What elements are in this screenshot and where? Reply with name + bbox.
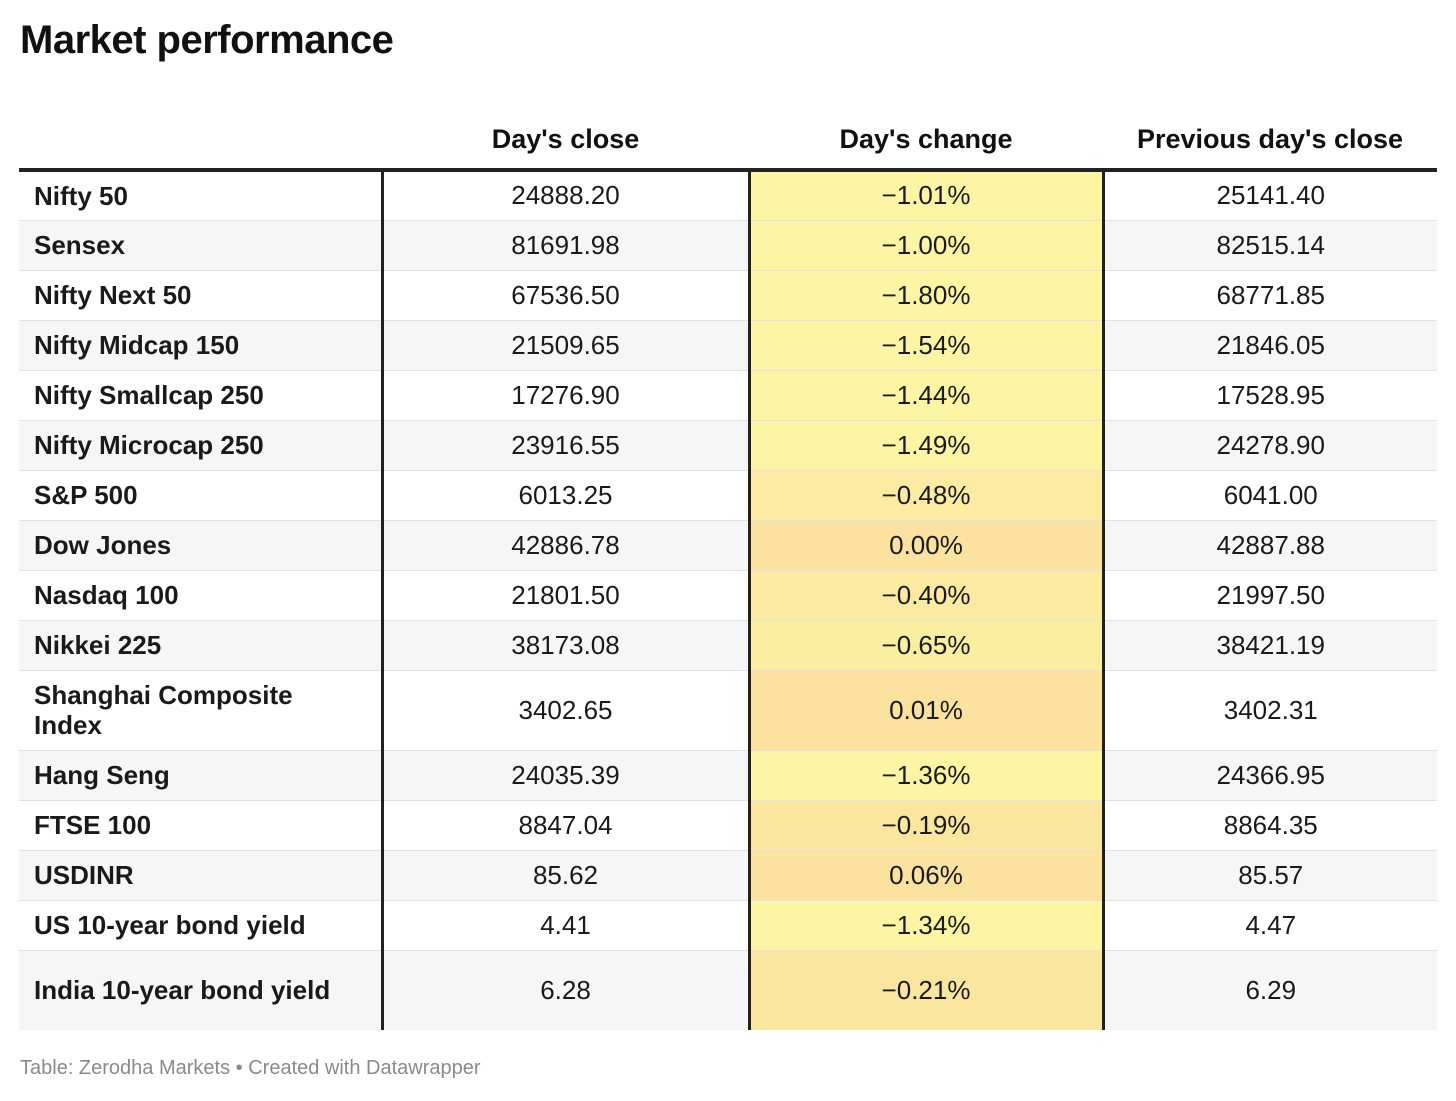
previous-close-cell: 38421.19	[1103, 620, 1437, 671]
table-row: India 10-year bond yield 6.28 −0.21% 6.29	[19, 950, 1437, 1030]
days-change-cell: −0.48%	[749, 470, 1105, 521]
days-close-cell: 3402.65	[382, 670, 751, 751]
previous-close-cell: 82515.14	[1103, 220, 1437, 271]
days-change-cell: −1.49%	[749, 420, 1105, 471]
row-name-cell: Dow Jones	[19, 520, 384, 571]
previous-close-cell: 21997.50	[1103, 570, 1437, 621]
days-close-cell: 21801.50	[382, 570, 751, 621]
table-row: Nifty 50 24888.20 −1.01% 25141.40	[19, 170, 1437, 221]
previous-close-cell: 68771.85	[1103, 270, 1437, 321]
row-name-cell: Nikkei 225	[19, 620, 384, 671]
row-name-cell: Nifty 50	[19, 170, 384, 221]
table-row: Sensex 81691.98 −1.00% 82515.14	[19, 220, 1437, 271]
row-name-cell: Sensex	[19, 220, 384, 271]
days-change-cell: −1.36%	[749, 750, 1105, 801]
previous-close-cell: 25141.40	[1103, 170, 1437, 221]
table-row: Nifty Smallcap 250 17276.90 −1.44% 17528.95	[19, 370, 1437, 421]
row-name-cell: FTSE 100	[19, 800, 384, 851]
days-close-cell: 42886.78	[382, 520, 751, 571]
days-change-cell: −1.34%	[749, 900, 1105, 951]
table-row: USDINR 85.62 0.06% 85.57	[19, 850, 1437, 901]
days-close-cell: 81691.98	[382, 220, 751, 271]
column-header-name	[19, 110, 382, 172]
days-change-cell: −1.44%	[749, 370, 1105, 421]
table-row: Nifty Microcap 250 23916.55 −1.49% 24278.90	[19, 420, 1437, 471]
previous-close-cell: 85.57	[1103, 850, 1437, 901]
previous-close-cell: 21846.05	[1103, 320, 1437, 371]
row-name-cell: S&P 500	[19, 470, 384, 521]
days-change-cell: −0.65%	[749, 620, 1105, 671]
source-footer: Table: Zerodha Markets • Created with Da…	[20, 1057, 481, 1079]
days-close-cell: 8847.04	[382, 800, 751, 851]
row-name-cell: USDINR	[19, 850, 384, 901]
header-row: Day's close Day's change Previous day's …	[19, 110, 1437, 172]
days-close-cell: 6.28	[382, 950, 751, 1030]
row-name-cell: Nifty Next 50	[19, 270, 384, 321]
previous-close-cell: 24278.90	[1103, 420, 1437, 471]
days-close-cell: 24035.39	[382, 750, 751, 801]
row-name-cell: Shanghai Composite Index	[19, 670, 384, 751]
days-change-cell: 0.06%	[749, 850, 1105, 901]
days-close-cell: 21509.65	[382, 320, 751, 371]
days-close-cell: 67536.50	[382, 270, 751, 321]
row-name-cell: India 10-year bond yield	[19, 950, 384, 1030]
previous-close-cell: 4.47	[1103, 900, 1437, 951]
row-name-cell: Nifty Midcap 150	[19, 320, 384, 371]
market-performance-table: Day's close Day's change Previous day's …	[19, 110, 1437, 1030]
row-name-cell: Hang Seng	[19, 750, 384, 801]
table-row: US 10-year bond yield 4.41 −1.34% 4.47	[19, 900, 1437, 951]
table-row: FTSE 100 8847.04 −0.19% 8864.35	[19, 800, 1437, 851]
table-row: Nikkei 225 38173.08 −0.65% 38421.19	[19, 620, 1437, 671]
days-close-cell: 23916.55	[382, 420, 751, 471]
days-close-cell: 17276.90	[382, 370, 751, 421]
days-change-cell: 0.00%	[749, 520, 1105, 571]
row-name-cell: Nifty Microcap 250	[19, 420, 384, 471]
table-row: Nifty Next 50 67536.50 −1.80% 68771.85	[19, 270, 1437, 321]
column-header-previous-close: Previous day's close	[1103, 110, 1437, 172]
days-change-cell: −1.01%	[749, 170, 1105, 221]
table-row: Dow Jones 42886.78 0.00% 42887.88	[19, 520, 1437, 571]
days-close-cell: 4.41	[382, 900, 751, 951]
days-change-cell: −1.00%	[749, 220, 1105, 271]
previous-close-cell: 3402.31	[1103, 670, 1437, 751]
previous-close-cell: 8864.35	[1103, 800, 1437, 851]
table-body: Nifty 50 24888.20 −1.01% 25141.40 Sensex 8169…	[19, 170, 1437, 1030]
column-header-days-close: Day's close	[382, 110, 749, 172]
table-row: Shanghai Composite Index 3402.65 0.01% 3402…	[19, 670, 1437, 751]
days-change-cell: −0.21%	[749, 950, 1105, 1030]
days-change-cell: −1.54%	[749, 320, 1105, 371]
days-close-cell: 85.62	[382, 850, 751, 901]
previous-close-cell: 42887.88	[1103, 520, 1437, 571]
previous-close-cell: 24366.95	[1103, 750, 1437, 801]
days-close-cell: 38173.08	[382, 620, 751, 671]
days-change-cell: −1.80%	[749, 270, 1105, 321]
table-row: S&P 500 6013.25 −0.48% 6041.00	[19, 470, 1437, 521]
table-row: Nasdaq 100 21801.50 −0.40% 21997.50	[19, 570, 1437, 621]
column-header-days-change: Day's change	[749, 110, 1103, 172]
table-title: Market performance	[20, 18, 394, 62]
row-name-cell: Nifty Smallcap 250	[19, 370, 384, 421]
previous-close-cell: 6.29	[1103, 950, 1437, 1030]
days-change-cell: −0.19%	[749, 800, 1105, 851]
table-row: Hang Seng 24035.39 −1.36% 24366.95	[19, 750, 1437, 801]
row-name-cell: US 10-year bond yield	[19, 900, 384, 951]
previous-close-cell: 17528.95	[1103, 370, 1437, 421]
table-row: Nifty Midcap 150 21509.65 −1.54% 21846.05	[19, 320, 1437, 371]
row-name-cell: Nasdaq 100	[19, 570, 384, 621]
previous-close-cell: 6041.00	[1103, 470, 1437, 521]
days-change-cell: −0.40%	[749, 570, 1105, 621]
days-close-cell: 24888.20	[382, 170, 751, 221]
days-change-cell: 0.01%	[749, 670, 1105, 751]
days-close-cell: 6013.25	[382, 470, 751, 521]
